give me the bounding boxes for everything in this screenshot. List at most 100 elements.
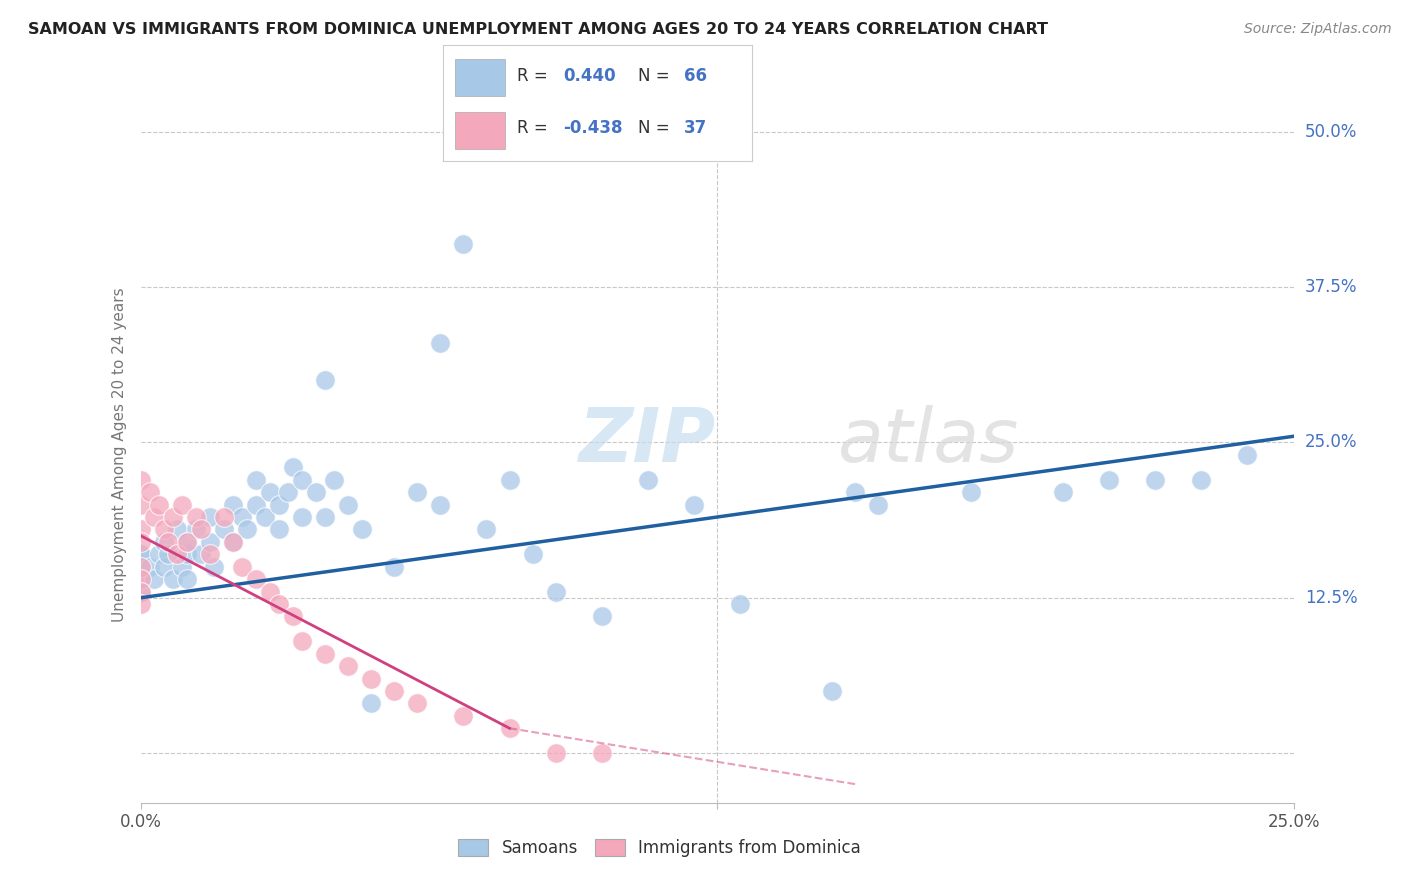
Point bbox=[212, 523, 235, 537]
Text: 37: 37 bbox=[685, 120, 707, 137]
Point bbox=[314, 510, 336, 524]
Point bbox=[157, 547, 180, 561]
Point bbox=[259, 584, 281, 599]
Point bbox=[522, 547, 544, 561]
Point bbox=[281, 609, 304, 624]
Text: Source: ZipAtlas.com: Source: ZipAtlas.com bbox=[1244, 22, 1392, 37]
Point bbox=[406, 697, 429, 711]
Point bbox=[176, 534, 198, 549]
Point bbox=[1236, 448, 1258, 462]
Point bbox=[544, 584, 567, 599]
Point bbox=[259, 485, 281, 500]
Point bbox=[162, 572, 184, 586]
Point bbox=[728, 597, 751, 611]
Point bbox=[281, 460, 304, 475]
Point bbox=[129, 559, 152, 574]
Point bbox=[267, 498, 290, 512]
Point bbox=[1098, 473, 1121, 487]
Point bbox=[222, 534, 245, 549]
Point bbox=[337, 498, 360, 512]
Text: N =: N = bbox=[638, 67, 675, 85]
Point bbox=[129, 547, 152, 561]
Point bbox=[245, 473, 267, 487]
Text: 50.0%: 50.0% bbox=[1305, 123, 1357, 141]
Point bbox=[1144, 473, 1167, 487]
Text: N =: N = bbox=[638, 120, 675, 137]
Point bbox=[176, 547, 198, 561]
Point bbox=[129, 572, 152, 586]
Text: 37.5%: 37.5% bbox=[1305, 278, 1357, 296]
Point bbox=[162, 510, 184, 524]
Point bbox=[139, 485, 162, 500]
Point bbox=[184, 510, 207, 524]
Point bbox=[360, 672, 382, 686]
Point bbox=[475, 523, 498, 537]
Point bbox=[222, 534, 245, 549]
Point bbox=[429, 498, 451, 512]
Point bbox=[959, 485, 981, 500]
Point bbox=[245, 498, 267, 512]
Point bbox=[868, 498, 890, 512]
Point bbox=[202, 559, 225, 574]
Point bbox=[222, 498, 245, 512]
Point bbox=[245, 572, 267, 586]
Y-axis label: Unemployment Among Ages 20 to 24 years: Unemployment Among Ages 20 to 24 years bbox=[111, 287, 127, 623]
Point bbox=[498, 721, 520, 735]
Point bbox=[382, 559, 405, 574]
Point bbox=[337, 659, 360, 673]
Point bbox=[129, 534, 152, 549]
Text: -0.438: -0.438 bbox=[564, 120, 623, 137]
Point bbox=[139, 559, 162, 574]
Point bbox=[360, 697, 382, 711]
Text: 12.5%: 12.5% bbox=[1305, 589, 1357, 607]
Point bbox=[157, 534, 180, 549]
Point bbox=[453, 236, 475, 251]
Point bbox=[314, 647, 336, 661]
Point bbox=[267, 597, 290, 611]
Point bbox=[231, 559, 253, 574]
Point bbox=[176, 534, 198, 549]
Text: R =: R = bbox=[517, 120, 553, 137]
Point bbox=[172, 498, 194, 512]
Point bbox=[152, 559, 174, 574]
Text: atlas: atlas bbox=[838, 405, 1019, 477]
Point bbox=[291, 634, 314, 648]
Point bbox=[143, 572, 166, 586]
Point bbox=[1189, 473, 1212, 487]
Point bbox=[129, 584, 152, 599]
Text: 66: 66 bbox=[685, 67, 707, 85]
Point bbox=[382, 684, 405, 698]
Point bbox=[683, 498, 706, 512]
Point bbox=[821, 684, 844, 698]
Point bbox=[176, 572, 198, 586]
Point bbox=[129, 498, 152, 512]
Point bbox=[148, 498, 170, 512]
FancyBboxPatch shape bbox=[456, 59, 505, 95]
Point bbox=[129, 584, 152, 599]
Point bbox=[254, 510, 277, 524]
Text: 25.0%: 25.0% bbox=[1305, 434, 1357, 451]
Point bbox=[129, 597, 152, 611]
Point bbox=[152, 523, 174, 537]
Point bbox=[305, 485, 328, 500]
Point bbox=[231, 510, 253, 524]
Point bbox=[429, 336, 451, 351]
Point bbox=[844, 485, 866, 500]
Point bbox=[148, 547, 170, 561]
Point bbox=[291, 510, 314, 524]
Point bbox=[129, 572, 152, 586]
Point bbox=[129, 523, 152, 537]
Point bbox=[637, 473, 659, 487]
Point bbox=[277, 485, 299, 500]
Point bbox=[498, 473, 520, 487]
Point bbox=[198, 547, 221, 561]
Point bbox=[544, 746, 567, 760]
Point bbox=[591, 609, 613, 624]
Point bbox=[235, 523, 257, 537]
Point bbox=[453, 708, 475, 723]
Point bbox=[323, 473, 346, 487]
Text: ZIP: ZIP bbox=[579, 404, 716, 477]
Point bbox=[406, 485, 429, 500]
Point bbox=[291, 473, 314, 487]
Point bbox=[198, 510, 221, 524]
